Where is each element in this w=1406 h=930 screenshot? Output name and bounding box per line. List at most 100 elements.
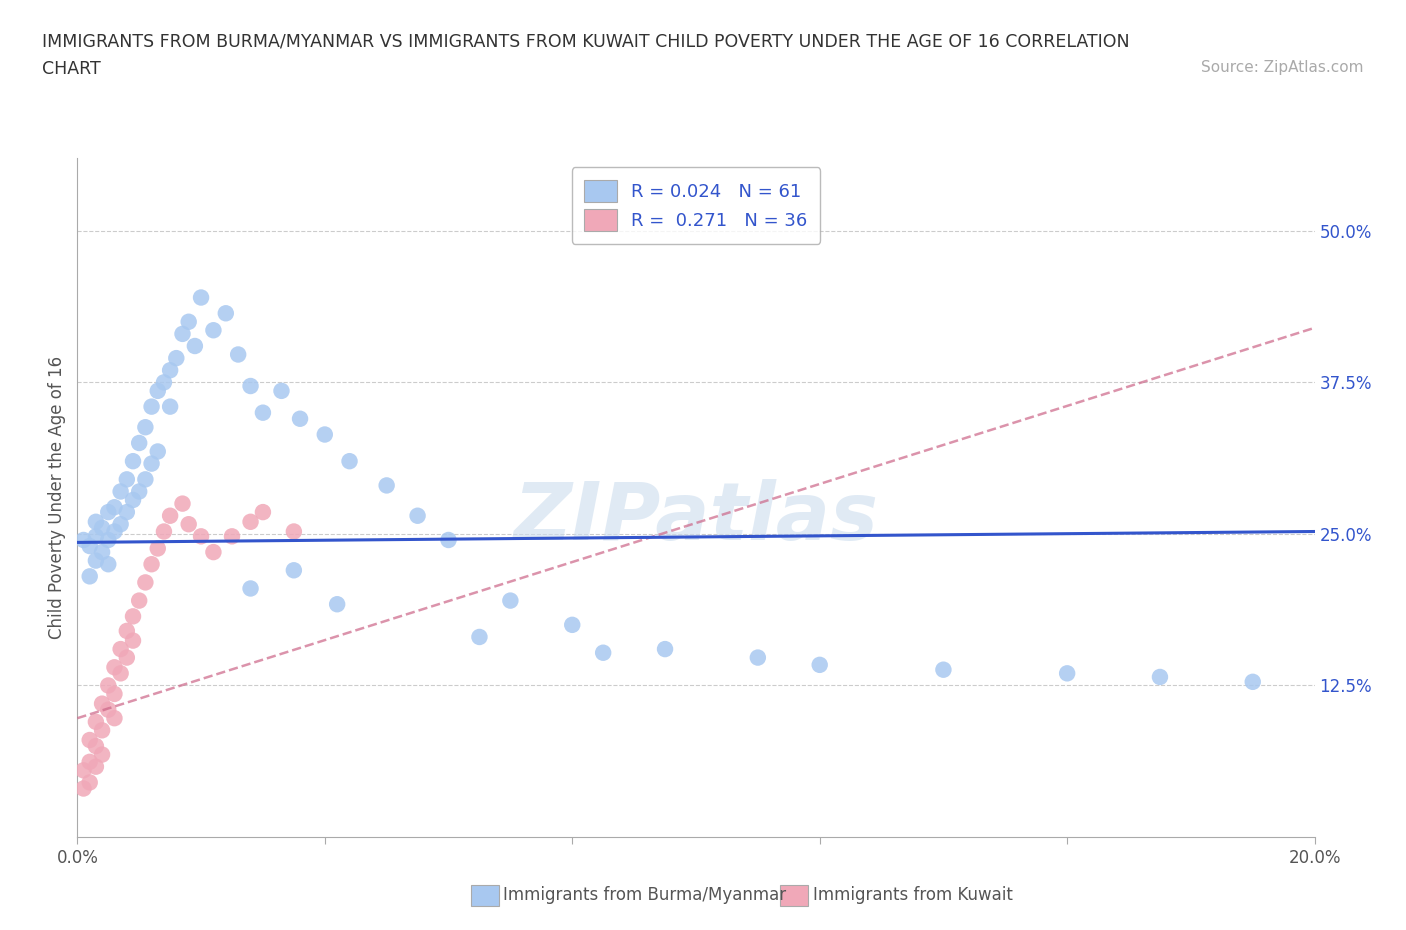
Point	[314, 427, 336, 442]
Point	[91, 747, 114, 762]
FancyBboxPatch shape	[471, 885, 499, 906]
Point	[283, 525, 305, 539]
Y-axis label: Child Poverty Under the Age of 16: Child Poverty Under the Age of 16	[48, 356, 66, 639]
Point	[202, 323, 225, 338]
Point	[252, 505, 274, 520]
Point	[654, 642, 676, 657]
Point	[122, 633, 145, 648]
Point	[808, 658, 831, 672]
Point	[72, 781, 94, 796]
Point	[375, 478, 398, 493]
Point	[141, 399, 163, 414]
Point	[146, 541, 169, 556]
Point	[592, 645, 614, 660]
Point	[110, 484, 132, 498]
Point	[72, 763, 94, 777]
Point	[190, 529, 212, 544]
Point	[177, 517, 200, 532]
Point	[134, 419, 156, 434]
Point	[103, 499, 125, 514]
Point	[172, 326, 194, 341]
Point	[153, 375, 176, 390]
Point	[122, 493, 145, 508]
Point	[103, 711, 125, 725]
Point	[84, 553, 107, 568]
Point	[141, 557, 163, 572]
Point	[79, 538, 101, 553]
Point	[239, 379, 262, 393]
Point	[747, 650, 769, 665]
Point	[84, 714, 107, 729]
Point	[326, 597, 349, 612]
FancyBboxPatch shape	[780, 885, 808, 906]
Point	[97, 678, 120, 693]
Point	[128, 484, 150, 498]
Point	[79, 733, 101, 748]
Point	[239, 581, 262, 596]
Text: CHART: CHART	[42, 60, 101, 78]
Point	[91, 545, 114, 560]
Point	[283, 563, 305, 578]
Point	[134, 472, 156, 486]
Text: IMMIGRANTS FROM BURMA/MYANMAR VS IMMIGRANTS FROM KUWAIT CHILD POVERTY UNDER THE : IMMIGRANTS FROM BURMA/MYANMAR VS IMMIGRA…	[42, 33, 1130, 50]
Point	[141, 457, 163, 472]
Point	[115, 472, 138, 486]
Point	[159, 509, 181, 524]
Point	[172, 497, 194, 512]
Point	[226, 347, 249, 362]
Legend: R = 0.024   N = 61, R =  0.271   N = 36: R = 0.024 N = 61, R = 0.271 N = 36	[572, 167, 820, 244]
Point	[84, 514, 107, 529]
Point	[468, 630, 491, 644]
Text: Source: ZipAtlas.com: Source: ZipAtlas.com	[1201, 60, 1364, 75]
Point	[215, 306, 238, 321]
Point	[115, 650, 138, 665]
Point	[79, 775, 101, 790]
Point	[97, 702, 120, 717]
Point	[561, 618, 583, 632]
Point	[190, 290, 212, 305]
Point	[115, 623, 138, 638]
Point	[932, 662, 955, 677]
Point	[202, 545, 225, 560]
Point	[177, 314, 200, 329]
Point	[1241, 674, 1264, 689]
Text: Immigrants from Kuwait: Immigrants from Kuwait	[813, 885, 1012, 904]
Point	[499, 593, 522, 608]
Point	[134, 575, 156, 590]
Point	[110, 666, 132, 681]
Point	[184, 339, 207, 353]
Point	[79, 754, 101, 769]
Point	[84, 529, 107, 544]
Point	[91, 697, 114, 711]
Point	[159, 363, 181, 378]
Point	[221, 529, 243, 544]
Point	[103, 660, 125, 675]
Point	[122, 454, 145, 469]
Point	[252, 405, 274, 420]
Text: ZIPatlas: ZIPatlas	[513, 479, 879, 557]
Point	[97, 533, 120, 548]
Point	[97, 505, 120, 520]
Point	[406, 509, 429, 524]
Point	[146, 383, 169, 398]
Point	[103, 686, 125, 701]
Point	[91, 723, 114, 737]
Point	[103, 525, 125, 539]
Point	[1149, 670, 1171, 684]
Point	[153, 525, 176, 539]
Point	[128, 435, 150, 450]
Point	[115, 505, 138, 520]
Point	[288, 411, 311, 426]
Point	[91, 521, 114, 536]
Point	[128, 593, 150, 608]
Point	[270, 383, 292, 398]
Point	[339, 454, 361, 469]
Point	[84, 738, 107, 753]
Point	[146, 444, 169, 458]
Point	[159, 399, 181, 414]
Point	[239, 514, 262, 529]
Point	[97, 557, 120, 572]
Point	[437, 533, 460, 548]
Point	[1056, 666, 1078, 681]
Point	[110, 642, 132, 657]
